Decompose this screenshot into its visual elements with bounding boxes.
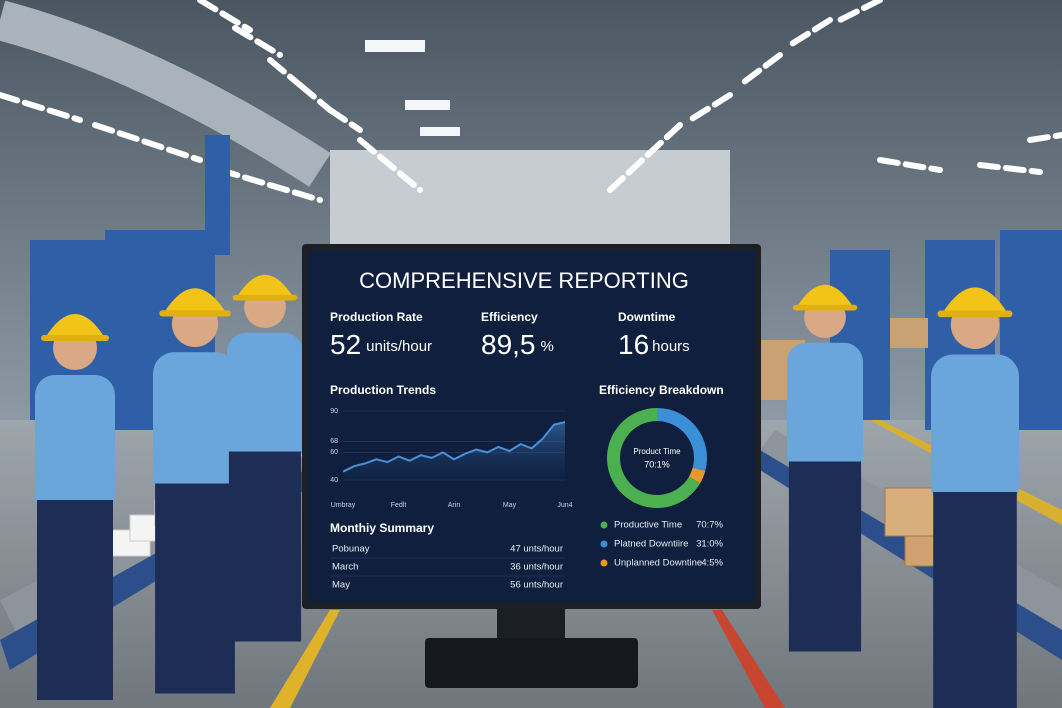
kpi-label: Production Rate [330,310,423,324]
ceiling-light [977,162,1043,175]
worker-body [931,354,1019,509]
kpi-value: 89,5% [481,329,554,360]
ceiling-light [327,107,363,133]
ceiling-light [267,57,303,88]
legend-swatch [600,540,608,548]
legend-value: 70:7% [696,520,723,531]
worker-legs [788,461,862,652]
summary-month: Pobunay [332,544,370,555]
x-tick-label: May [503,502,517,509]
ceiling-light [197,0,253,33]
summary-value: 56 unts/hour [510,580,563,591]
legend-swatch [600,521,608,529]
y-tick-label: 40 [330,477,338,484]
ceiling-light [0,92,83,123]
ceiling-light [420,127,460,136]
worker-legs [155,483,235,694]
summary-month: March [332,562,358,573]
ceiling-light [787,17,833,48]
kpi-number: 16 [618,329,649,360]
kpi-label: Downtime [618,310,676,324]
worker-legs [37,500,113,700]
worker-body [35,375,115,515]
ceiling-light [365,40,425,52]
dashboard-title: COMPREHENSIVE REPORTING [359,268,689,293]
hard-hat [163,288,227,314]
summary-value: 36 unts/hour [510,562,563,573]
ceiling-light [405,100,450,110]
kpi-label: Efficiency [481,310,538,324]
legend-value: 4:5% [701,558,723,569]
ceiling-light [1027,132,1062,143]
hard-hat [236,274,294,298]
y-tick-label: 90 [330,408,338,415]
hard-hat [796,284,854,308]
x-tick-label: Arin [448,502,461,509]
ceiling-light [232,25,283,58]
x-tick-label: Umbray [331,502,356,509]
charts: 90 68 60 40 Umbray Fedlt Arin May Jun4 Product Ti… [330,408,724,591]
kpi-unit: hours [652,338,690,355]
hat-brim [232,294,298,301]
x-tick-label: Jun4 [557,502,572,509]
legend-label: Unplanned Downtine [614,558,702,569]
legend-swatch [600,559,608,567]
y-tick-label: 60 [330,449,338,456]
legend-label: Platned Downtiire [614,539,688,550]
ceiling-light [217,167,323,203]
x-tick-label: Fedlt [391,502,407,509]
ceiling-light [687,92,733,123]
hard-hat [45,314,105,338]
hat-brim [41,335,109,341]
summary-month: May [332,580,350,591]
hat-brim [937,310,1013,318]
monitor-base [425,638,638,688]
kpi-value: 16 hours [618,329,690,360]
worker-body [227,332,303,466]
line-area [343,422,565,480]
ceiling-light [877,157,943,173]
kpi-number: 89,5 [481,329,536,360]
line [342,421,566,473]
summary-value: 47 unts/hour [510,544,563,555]
ceiling-light [297,82,333,113]
chart-title: Production Trends [330,383,436,397]
hard-hat [942,287,1008,314]
duct [0,0,331,187]
floor-line-yellow [270,610,340,708]
donut-center-label: Product Time [633,447,681,456]
kpi-unit: units/hour [366,338,432,355]
ceiling-light [737,52,783,88]
donut-center-value: 70:1% [644,459,670,469]
worker-body [153,352,237,500]
kpi-unit: % [541,338,554,355]
donut-segment [657,408,707,472]
worker-legs [228,451,302,642]
ceiling-light [607,122,683,193]
ceiling-light [92,122,203,163]
chart-title: Efficiency Breakdown [599,383,724,397]
donut-segment [688,467,706,484]
y-tick-label: 68 [330,438,338,445]
kpi-value: 52 units/hour [330,329,432,360]
ceiling-light [837,0,883,23]
machine [205,135,230,255]
worker-body [787,342,863,476]
kpi-number: 52 [330,329,361,360]
legend-value: 31:0% [696,539,723,550]
ceiling-light [357,137,423,193]
hat-brim [159,310,231,317]
monitor: COMPREHENSIVE REPORTING Production Rate … [302,244,761,688]
summary-title: Monthiy Summary [330,521,434,535]
box [890,318,928,348]
worker-legs [933,492,1017,708]
box [884,487,941,537]
floor-line-red [712,610,785,708]
legend-label: Productive Time [614,520,682,531]
hat-brim [792,304,858,311]
